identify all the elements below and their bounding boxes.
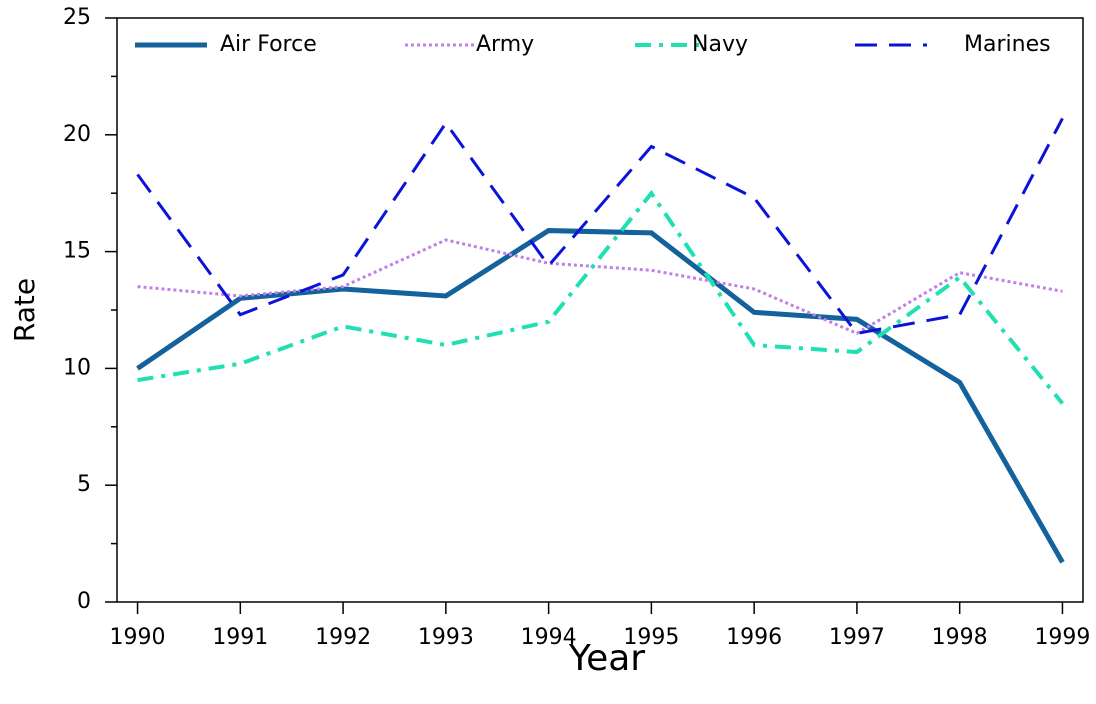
series-line [136, 117, 1064, 336]
y-axis-label: Rate [8, 278, 41, 342]
y-tick-label: 0 [77, 589, 91, 614]
y-tick-label: 20 [63, 122, 91, 147]
x-tick-label: 1992 [315, 625, 371, 650]
x-tick-label: 1996 [726, 625, 782, 650]
series-line [137, 189, 1065, 405]
legend-label: Army [476, 32, 534, 57]
x-tick-label: 1995 [623, 625, 679, 650]
x-tick-label: 1998 [932, 625, 988, 650]
y-tick-label: 25 [63, 5, 91, 30]
x-tick-label: 1991 [212, 625, 268, 650]
x-tick-label: 1999 [1034, 625, 1090, 650]
x-tick-label: 1993 [418, 625, 474, 650]
series-line [136, 228, 1065, 564]
y-tick-label: 15 [63, 239, 91, 264]
x-tick-label: 1994 [521, 625, 577, 650]
legend-label: Air Force [220, 32, 317, 57]
x-axis-label: Year [568, 638, 645, 679]
x-tick-label: 1997 [829, 625, 885, 650]
legend-label: Navy [692, 32, 748, 57]
series-line [137, 238, 1063, 336]
y-tick-label: 10 [63, 355, 91, 380]
x-tick-label: 1990 [110, 625, 166, 650]
y-tick-label: 5 [77, 472, 91, 497]
plot-frame [116, 17, 1084, 603]
legend-label: Marines [964, 32, 1051, 57]
